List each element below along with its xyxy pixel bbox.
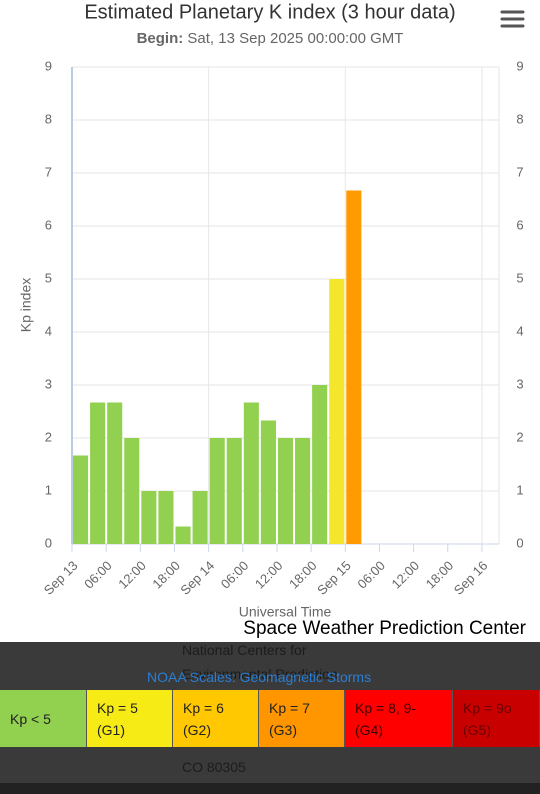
bar (277, 438, 294, 544)
site-name: Space Weather Prediction Center (243, 618, 526, 639)
y2-tick-label: 1 (516, 482, 523, 497)
y2-tick-label: 2 (516, 429, 523, 444)
y2-tick-label: 5 (516, 270, 523, 285)
x-tick-label: Sep 15 (314, 558, 354, 598)
bar (243, 402, 259, 544)
y2-tick-label: 7 (516, 164, 523, 179)
chart-title: Estimated Planetary K index (3 hour data… (84, 1, 455, 23)
y-tick-label: 2 (45, 429, 52, 444)
footer-text: CO 80305 (182, 759, 246, 775)
legend-item: Kp = 6 (G2) (173, 690, 259, 747)
x-axis-title: Universal Time (239, 604, 332, 620)
bar (346, 190, 362, 545)
y2-tick-label: 3 (516, 376, 523, 391)
bar (73, 455, 89, 544)
y2-tick-label: 6 (516, 217, 523, 232)
y-tick-label: 5 (45, 270, 52, 285)
bar (175, 526, 191, 544)
bar (124, 438, 140, 544)
subtitle-label: Begin: (137, 30, 184, 47)
bar (192, 491, 208, 544)
subtitle-value: Sat, 13 Sep 2025 00:00:00 GMT (187, 30, 403, 47)
bar (107, 402, 123, 544)
y-tick-label: 8 (45, 111, 52, 126)
y-tick-label: 6 (45, 217, 52, 232)
footer-text: Environmental Prediction (182, 666, 338, 682)
y2-tick-label: 0 (516, 535, 523, 550)
legend-item: Kp = 5 (G1) (87, 690, 173, 747)
y-tick-label: 9 (45, 58, 52, 73)
footer-text: National Centers for (182, 642, 307, 658)
chart: Estimated Planetary K index (3 hour data… (18, 1, 526, 620)
legend-item: Kp = 7 (G3) (259, 690, 345, 747)
legend-item: Kp = 9o (G5) (453, 690, 540, 747)
menu-button[interactable] (500, 6, 526, 32)
x-tick-label: Sep 16 (451, 558, 491, 598)
footer-strip (0, 783, 540, 794)
y-tick-label: 7 (45, 164, 52, 179)
bar (158, 491, 174, 544)
bar (329, 279, 345, 544)
y2-tick-label: 8 (516, 111, 523, 126)
y-tick-label: 3 (45, 376, 52, 391)
x-tick-label: Sep 14 (177, 558, 217, 598)
footer-link[interactable]: NOAA Scales: Geomagnetic Storms (147, 669, 372, 685)
y-tick-label: 1 (45, 482, 52, 497)
legend-item: Kp = 8, 9- (G4) (345, 690, 453, 747)
bar (295, 438, 311, 544)
bar (226, 438, 242, 544)
x-tick-label: 12:00 (252, 558, 286, 592)
bar (141, 491, 157, 544)
bar (312, 385, 328, 544)
legend-item: Kp < 5 (0, 690, 87, 747)
chart-subtitle: Begin: Sat, 13 Sep 2025 00:00:00 GMT (137, 30, 404, 47)
x-tick-label: 06:00 (81, 558, 115, 592)
x-tick-label: 12:00 (389, 558, 423, 592)
x-tick-label: 06:00 (218, 558, 252, 592)
bar (90, 402, 106, 544)
bar (209, 438, 225, 544)
bar (260, 420, 276, 544)
y2-tick-label: 9 (516, 58, 523, 73)
x-tick-label: Sep 13 (41, 558, 81, 598)
legend: Kp < 5 Kp = 5 (G1) Kp = 6 (G2) Kp = 7 (G3) K… (0, 690, 540, 747)
y2-tick-label: 4 (516, 323, 523, 338)
x-tick-label: 06:00 (354, 558, 388, 592)
y-axis-title: Kp index (18, 278, 34, 332)
y-tick-label: 0 (45, 535, 52, 550)
x-tick-label: 12:00 (115, 558, 149, 592)
y-tick-label: 4 (45, 323, 52, 338)
